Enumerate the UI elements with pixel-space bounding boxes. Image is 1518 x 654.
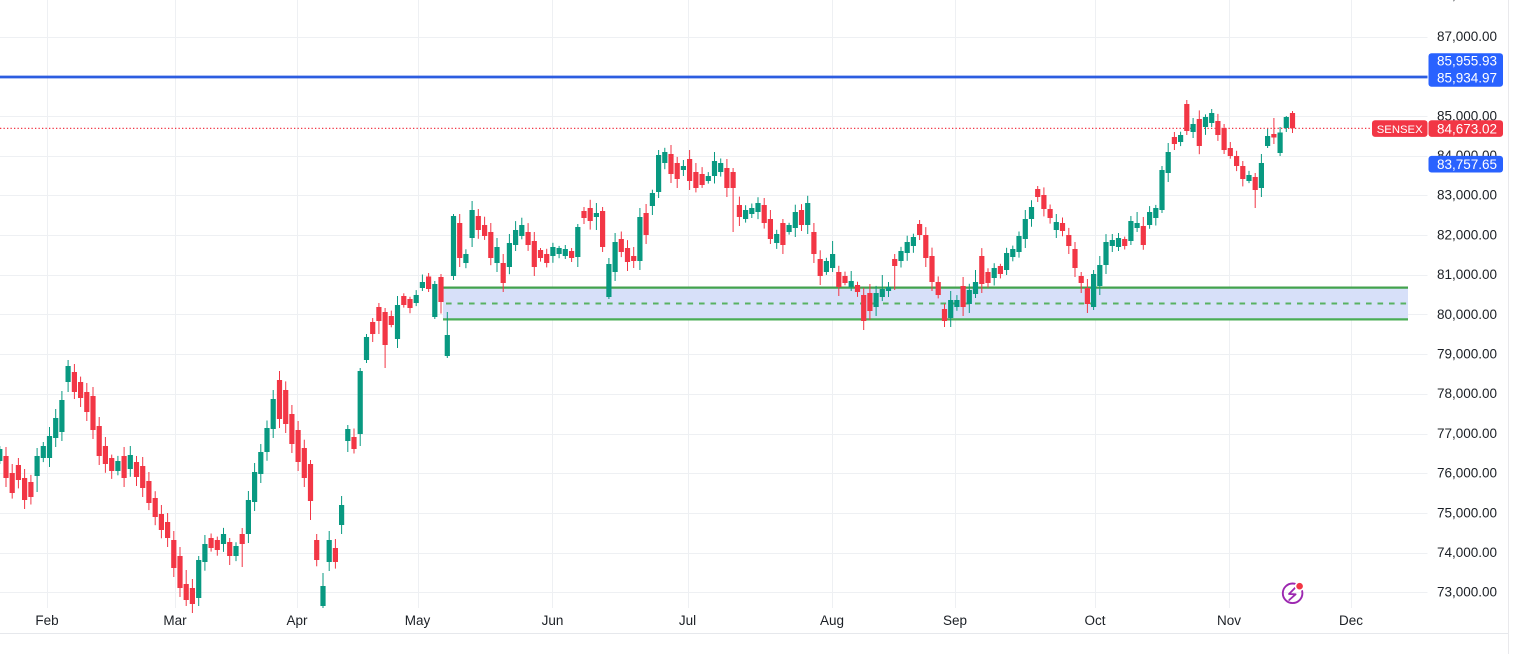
svg-text:73,000.00: 73,000.00 bbox=[1437, 585, 1497, 600]
svg-text:83,757.65: 83,757.65 bbox=[1437, 157, 1497, 172]
svg-text:May: May bbox=[405, 613, 431, 628]
svg-text:Nov: Nov bbox=[1217, 613, 1241, 628]
svg-text:Apr: Apr bbox=[286, 613, 308, 628]
svg-text:79,000.00: 79,000.00 bbox=[1437, 347, 1497, 362]
svg-text:85,934.97: 85,934.97 bbox=[1437, 70, 1497, 85]
svg-text:82,000.00: 82,000.00 bbox=[1437, 227, 1497, 242]
svg-text:Dec: Dec bbox=[1339, 613, 1363, 628]
svg-text:78,000.00: 78,000.00 bbox=[1437, 386, 1497, 401]
svg-text:Jul: Jul bbox=[679, 613, 696, 628]
svg-text:Jun: Jun bbox=[542, 613, 564, 628]
svg-text:76,000.00: 76,000.00 bbox=[1437, 466, 1497, 481]
svg-text:Oct: Oct bbox=[1084, 613, 1105, 628]
svg-text:85,000.00: 85,000.00 bbox=[1437, 108, 1497, 123]
svg-text:80,000.00: 80,000.00 bbox=[1437, 307, 1497, 322]
svg-text:85,955.93: 85,955.93 bbox=[1437, 54, 1497, 69]
svg-text:75,000.00: 75,000.00 bbox=[1437, 505, 1497, 520]
svg-text:87,000.00: 87,000.00 bbox=[1437, 29, 1497, 44]
svg-text:Mar: Mar bbox=[163, 613, 187, 628]
svg-text:81,000.00: 81,000.00 bbox=[1437, 267, 1497, 282]
svg-text:74,000.00: 74,000.00 bbox=[1437, 545, 1497, 560]
svg-text:83,000.00: 83,000.00 bbox=[1437, 188, 1497, 203]
svg-text:84,673.02: 84,673.02 bbox=[1437, 121, 1497, 136]
svg-text:77,000.00: 77,000.00 bbox=[1437, 426, 1497, 441]
svg-text:Feb: Feb bbox=[35, 613, 58, 628]
svg-text:Aug: Aug bbox=[820, 613, 844, 628]
svg-text:Sep: Sep bbox=[943, 613, 967, 628]
svg-text:SENSEX: SENSEX bbox=[1377, 124, 1423, 136]
svg-text:88,000.00: 88,000.00 bbox=[1437, 0, 1497, 3]
